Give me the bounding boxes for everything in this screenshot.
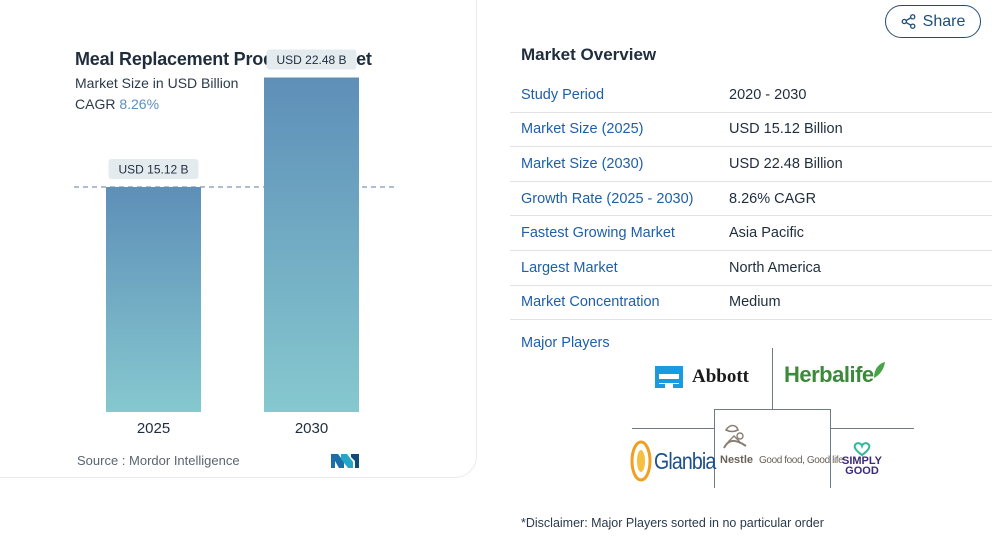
overview-key-growth-rate[interactable]: Growth Rate (2025 - 2030) (521, 190, 694, 207)
bar-2025 (106, 187, 201, 412)
overview-value: 2020 - 2030 (729, 86, 807, 103)
grid-divider (830, 428, 914, 429)
overview-row: Largest Market North America (510, 251, 992, 286)
major-players-link[interactable]: Major Players (521, 335, 610, 351)
overview-key-market-size-2030[interactable]: Market Size (2030) (521, 155, 644, 172)
glanbia-name: Glanbia (654, 447, 716, 474)
grid-divider (772, 348, 773, 410)
share-icon (901, 14, 916, 29)
data-label-bg (266, 49, 357, 70)
x-tick-label: 2025 (137, 420, 170, 437)
data-label-bg (108, 159, 199, 180)
nestle-tagline: Good food, Good life (759, 455, 844, 466)
player-abbott: Abbott (652, 364, 749, 390)
share-label: Share (922, 12, 966, 30)
abbott-logo-icon (655, 366, 683, 388)
glanbia-logo-icon (630, 440, 652, 482)
grid-divider (632, 428, 714, 429)
overview-row: Growth Rate (2025 - 2030) 8.26% CAGR (510, 182, 992, 217)
player-herbalife: Herbalife (784, 362, 886, 388)
mordor-logo-icon (331, 454, 359, 468)
overview-value: USD 22.48 Billion (729, 155, 843, 172)
chart-cagr: CAGR 8.26% (75, 96, 159, 112)
share-button[interactable]: Share (885, 5, 981, 38)
overview-row: Market Size (2025) USD 15.12 Billion (510, 113, 992, 148)
grid-divider (714, 409, 715, 488)
nestle-name: Nestle (720, 454, 754, 466)
abbott-name: Abbott (692, 366, 750, 387)
overview-key-fastest-growing[interactable]: Fastest Growing Market (521, 225, 675, 242)
overview-table: Study Period 2020 - 2030 Market Size (20… (510, 78, 992, 321)
cagr-label: CAGR (75, 96, 116, 112)
overview-value: North America (729, 259, 821, 276)
bar-chart: USD 15.12 B 2025 USD 22.48 B 2030 (74, 49, 396, 437)
overview-value: 8.26% CAGR (729, 190, 817, 207)
grid-divider (830, 409, 831, 488)
overview-row: Fastest Growing Market Asia Pacific (510, 216, 992, 251)
data-label: USD 15.12 B (118, 163, 188, 177)
overview-key-market-size-2025[interactable]: Market Size (2025) (521, 121, 644, 138)
simply-good-heart-icon (853, 442, 871, 456)
major-players-grid: Abbott Herbalife Glanbia Nestle Good foo… (630, 348, 914, 488)
overview-value: Asia Pacific (729, 225, 804, 242)
overview-key-study-period[interactable]: Study Period (521, 86, 605, 103)
simply-good-line2: GOOD (845, 465, 879, 477)
bar-2030 (264, 77, 359, 413)
chart-source: Source : Mordor Intelligence (77, 453, 240, 468)
grid-divider (714, 409, 830, 410)
overview-value: Medium (729, 294, 781, 311)
chart-subtitle: Market Size in USD Billion (75, 75, 239, 91)
overview-value: USD 15.12 Billion (729, 121, 843, 138)
player-nestle: Nestle Good food, Good life (720, 420, 844, 466)
overview-key-largest-market[interactable]: Largest Market (521, 259, 618, 276)
disclaimer: *Disclaimer: Major Players sorted in no … (521, 516, 824, 530)
herbalife-name: Herbalife (784, 362, 874, 387)
simply-good-line1: SIMPLY (842, 455, 882, 467)
overview-title: Market Overview (521, 45, 657, 64)
overview-row: Market Size (2030) USD 22.48 Billion (510, 147, 992, 182)
overview-key-concentration[interactable]: Market Concentration (521, 294, 660, 311)
chart-card (0, 0, 477, 478)
nestle-nest-icon (723, 424, 747, 449)
cagr-value: 8.26% (119, 96, 160, 112)
herbalife-leaf-icon (873, 362, 885, 378)
player-glanbia: Glanbia (630, 440, 726, 482)
x-tick-label: 2030 (295, 420, 328, 437)
overview-row: Market Concentration Medium (510, 286, 992, 321)
data-label: USD 22.48 B (276, 53, 346, 67)
player-simply-good: SIMPLY GOOD (842, 442, 882, 477)
overview-row: Study Period 2020 - 2030 (510, 78, 992, 113)
